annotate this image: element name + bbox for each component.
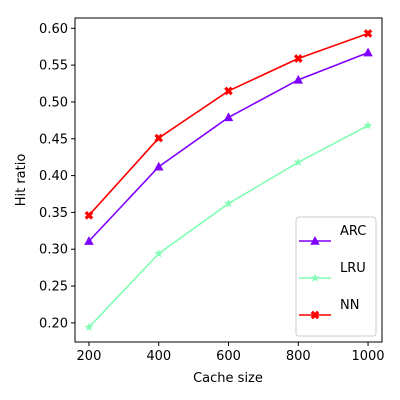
- data-point-nn: [84, 211, 94, 220]
- data-point-nn-b: [224, 86, 233, 96]
- legend-marker-arc: [310, 236, 320, 245]
- x-tick-label: 200: [77, 349, 102, 364]
- legend-label-arc: ARC: [340, 224, 366, 239]
- y-tick-label: 0.55: [39, 59, 68, 74]
- y-tick-label: 0.25: [39, 280, 68, 295]
- data-point-arc: [293, 74, 304, 84]
- ticks-layer: 200 400 600 800 1000 0.20 0.25 0.30 0.35 0.40 0.45…: [39, 22, 385, 364]
- y-tick-label: 0.60: [39, 22, 68, 37]
- legend-label-lru: LRU: [340, 261, 366, 276]
- series-line-nn: [88, 32, 369, 216]
- y-tick-label: 0.35: [39, 206, 68, 221]
- legend-marker-lru: [310, 273, 320, 282]
- legend-box: [295, 216, 377, 337]
- data-point-nn-b: [363, 29, 373, 38]
- data-point-nn: [154, 133, 164, 143]
- data-point-arc: [223, 112, 234, 122]
- y-tick-label: 0.45: [39, 132, 68, 147]
- x-tick-label: 400: [146, 349, 171, 364]
- plot-frame: [74, 17, 383, 343]
- data-point-lru: [363, 120, 373, 130]
- legend-marker-nn-b: [310, 310, 320, 320]
- data-point-nn-b: [84, 211, 94, 220]
- y-tick-label: 0.20: [39, 316, 68, 331]
- data-point-nn: [293, 54, 303, 63]
- data-point-nn-b: [154, 133, 164, 143]
- data-point-lru: [293, 157, 303, 167]
- data-point-arc: [363, 47, 373, 57]
- legend: ARC LRU NN: [295, 216, 377, 337]
- data-point-lru: [84, 322, 94, 331]
- x-tick-label: 1000: [351, 349, 384, 364]
- data-point-arc: [84, 236, 94, 245]
- data-point-arc: [153, 161, 164, 171]
- data-point-lru: [224, 198, 233, 208]
- x-axis-label: Cache size: [193, 371, 263, 386]
- legend-marker-nn: [310, 310, 320, 320]
- y-tick-label: 0.40: [39, 169, 68, 184]
- series-layer: [84, 29, 373, 331]
- y-tick-label: 0.50: [39, 95, 68, 110]
- data-point-nn: [363, 29, 373, 38]
- data-point-nn: [224, 86, 233, 96]
- y-tick-label: 0.30: [39, 243, 68, 258]
- legend-label-nn: NN: [340, 298, 359, 313]
- x-tick-label: 800: [286, 349, 311, 364]
- y-axis-label: Hit ratio: [14, 154, 29, 207]
- data-point-nn-b: [293, 54, 303, 63]
- data-point-lru: [154, 249, 164, 258]
- x-tick-label: 600: [216, 349, 241, 364]
